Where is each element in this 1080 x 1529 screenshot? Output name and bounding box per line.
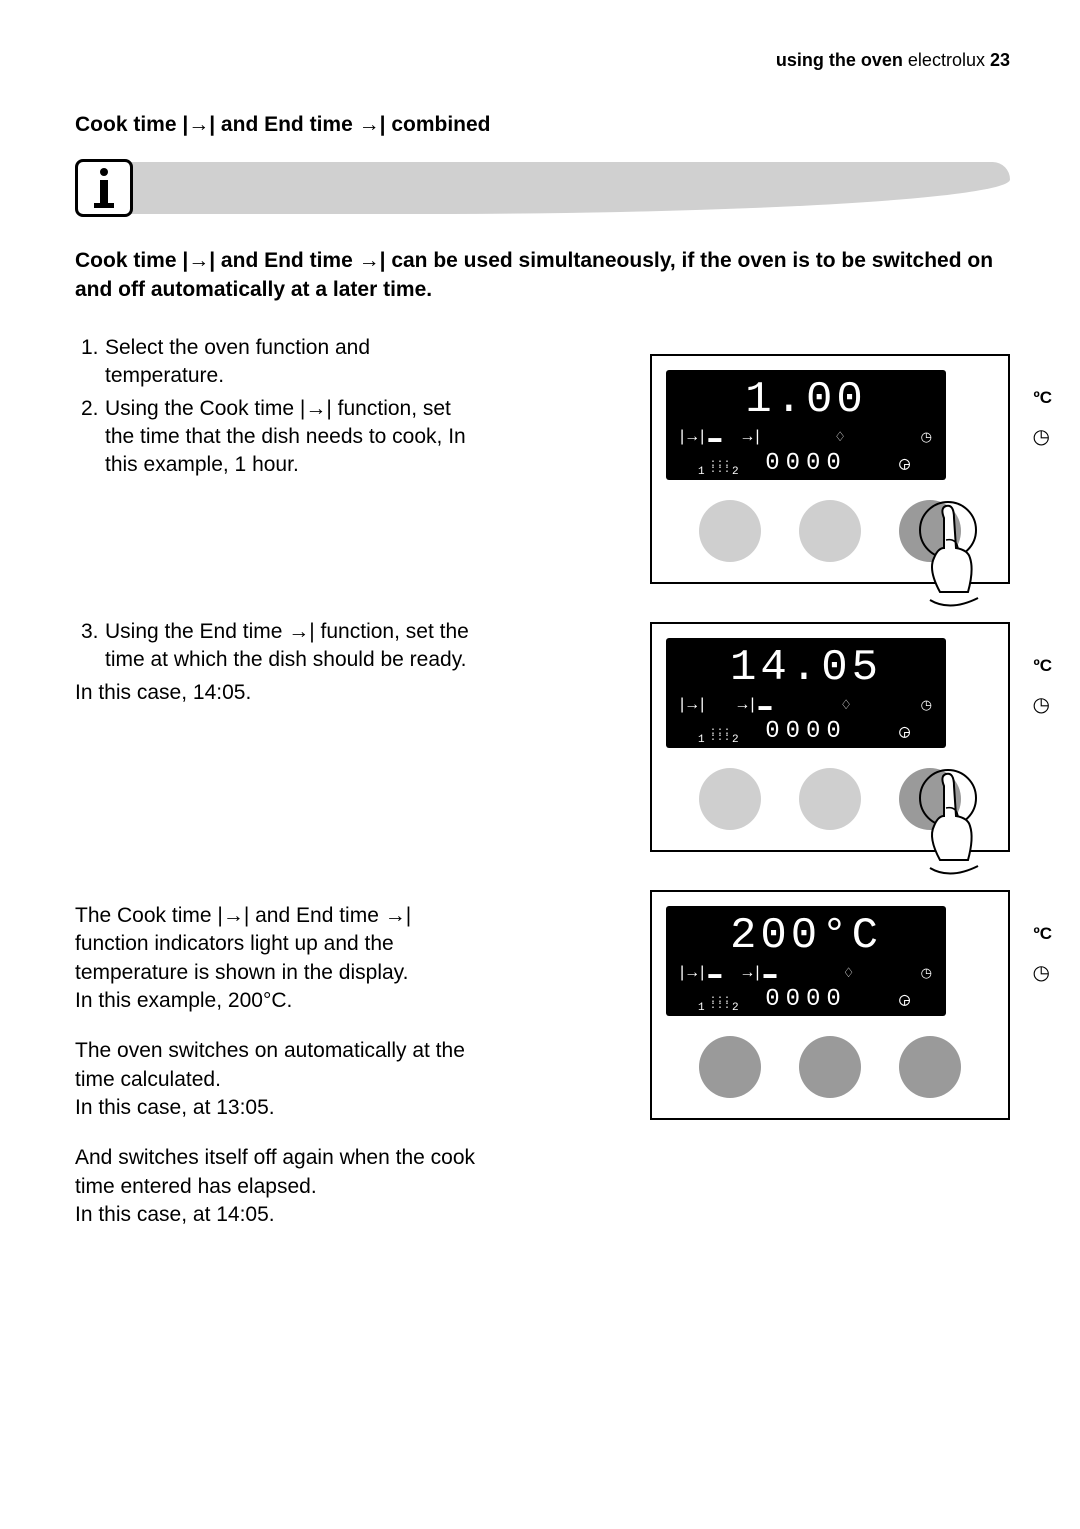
knob-3-left[interactable] <box>699 1036 761 1098</box>
lcd-2-sub: 0000 <box>765 718 847 745</box>
step-1: 1. Select the oven function and temperat… <box>75 334 475 391</box>
result-p3: And switches itself off again when the c… <box>75 1144 475 1201</box>
step-2-text: Using the Cook time |→| function, set th… <box>105 395 475 480</box>
header-page: 23 <box>990 50 1010 70</box>
step-3-note: In this case, 14:05. <box>75 679 475 707</box>
lcd-1-sub: 0000 <box>765 450 847 477</box>
intro-paragraph: Cook time |→| and End time →| can be use… <box>75 247 1010 304</box>
knob-3-right[interactable] <box>899 1036 961 1098</box>
zone-dots-icon: :::::: <box>710 730 731 742</box>
header-brand: electrolux <box>903 50 990 70</box>
result-p2: The oven switches on automatically at th… <box>75 1037 475 1094</box>
cook-icon: |→| <box>680 696 704 714</box>
cook-icon: |→| <box>680 428 704 446</box>
timer-icon-2: ◷ <box>1033 692 1050 717</box>
knob-2-left[interactable] <box>699 768 761 830</box>
page-title: Cook time |→| and End time →| combined <box>75 111 1010 139</box>
end-icon: →| <box>739 964 759 982</box>
step-3: 3. Using the End time →| function, set t… <box>75 618 475 675</box>
header-section: using the oven <box>776 50 903 70</box>
step-3-text: Using the End time →| function, set the … <box>105 618 475 675</box>
timer-icon-1: ◷ <box>1033 424 1050 449</box>
lcd-3-icons: |→| ▬ →| ▬ ♢ ◷ <box>676 964 936 982</box>
cook-icon: |→| <box>680 964 704 982</box>
knobs-row-3 <box>652 1022 1008 1118</box>
zone-2-label: 2 <box>732 734 739 746</box>
display-panel-3: 200°C |→| ▬ →| ▬ ♢ ◷ 1 :::::: <box>650 890 1010 1120</box>
step-3-num: 3. <box>75 618 105 675</box>
zone-2-label: 2 <box>732 466 739 478</box>
lcd-2-icons: |→| →| ▬ ♢ ◷ <box>676 696 936 714</box>
knob-2-mid[interactable] <box>799 768 861 830</box>
knobs-row-2 <box>652 754 1008 850</box>
zone-1-label: 1 <box>698 1002 705 1014</box>
knobs-row-1 <box>652 486 1008 582</box>
end-dash-icon: ▬ <box>758 698 771 713</box>
lcd-3-sub: 0000 <box>765 986 847 1013</box>
result-p1: The Cook time |→| and End time →| functi… <box>75 902 475 987</box>
cook-dash-icon: ▬ <box>708 430 721 445</box>
page-header: using the oven electrolux 23 <box>75 50 1010 71</box>
knob-1-left[interactable] <box>699 500 761 562</box>
stopwatch-icon: ◶ <box>899 721 916 743</box>
clock-icon: ◷ <box>921 697 932 713</box>
result-p3b: In this case, at 14:05. <box>75 1201 475 1229</box>
step-2: 2. Using the Cook time |→| function, set… <box>75 395 475 480</box>
celsius-label-2: ºC <box>1034 656 1053 676</box>
clock-icon: ◷ <box>921 965 932 981</box>
bell-icon: ♢ <box>840 697 852 713</box>
zone-2-label: 2 <box>732 1002 739 1014</box>
zone-dots-icon: :::::: <box>710 462 731 474</box>
knob-1-mid[interactable] <box>799 500 861 562</box>
info-icon <box>75 159 133 217</box>
info-bar <box>130 162 1010 214</box>
finger-icon-1 <box>910 500 990 610</box>
stopwatch-icon: ◶ <box>899 989 916 1011</box>
lcd-1: 1.00 |→| ▬ →| ♢ ◷ 1 :::::: 2 <box>666 370 946 480</box>
zone-1-label: 1 <box>698 466 705 478</box>
step-2-num: 2. <box>75 395 105 480</box>
lcd-3-main: 200°C <box>676 914 936 958</box>
display-panel-1: 1.00 |→| ▬ →| ♢ ◷ 1 :::::: 2 <box>650 354 1010 584</box>
celsius-label-3: ºC <box>1034 924 1053 944</box>
clock-icon: ◷ <box>921 429 932 445</box>
stopwatch-icon: ◶ <box>899 453 916 475</box>
end-dash-icon: ▬ <box>763 966 776 981</box>
end-icon: →| <box>739 428 759 446</box>
lcd-2-main: 14.05 <box>676 646 936 690</box>
cook-dash-icon: ▬ <box>708 966 721 981</box>
zone-1-label: 1 <box>698 734 705 746</box>
lcd-1-icons: |→| ▬ →| ♢ ◷ <box>676 428 936 446</box>
bell-icon: ♢ <box>834 429 846 445</box>
display-panel-2: 14.05 |→| →| ▬ ♢ ◷ 1 :::::: 2 <box>650 622 1010 852</box>
lcd-2: 14.05 |→| →| ▬ ♢ ◷ 1 :::::: 2 <box>666 638 946 748</box>
bell-icon: ♢ <box>843 965 855 981</box>
info-callout <box>75 159 1010 217</box>
lcd-3: 200°C |→| ▬ →| ▬ ♢ ◷ 1 :::::: <box>666 906 946 1016</box>
celsius-label-1: ºC <box>1034 388 1053 408</box>
end-icon: →| <box>734 696 754 714</box>
zone-dots-icon: :::::: <box>710 998 731 1010</box>
finger-icon-2 <box>910 768 990 878</box>
result-p1b: In this example, 200°C. <box>75 987 475 1015</box>
knob-3-mid[interactable] <box>799 1036 861 1098</box>
step-1-text: Select the oven function and temperature… <box>105 334 475 391</box>
step-1-num: 1. <box>75 334 105 391</box>
timer-icon-3: ◷ <box>1033 960 1050 985</box>
result-p2b: In this case, at 13:05. <box>75 1094 475 1122</box>
lcd-1-main: 1.00 <box>676 378 936 422</box>
